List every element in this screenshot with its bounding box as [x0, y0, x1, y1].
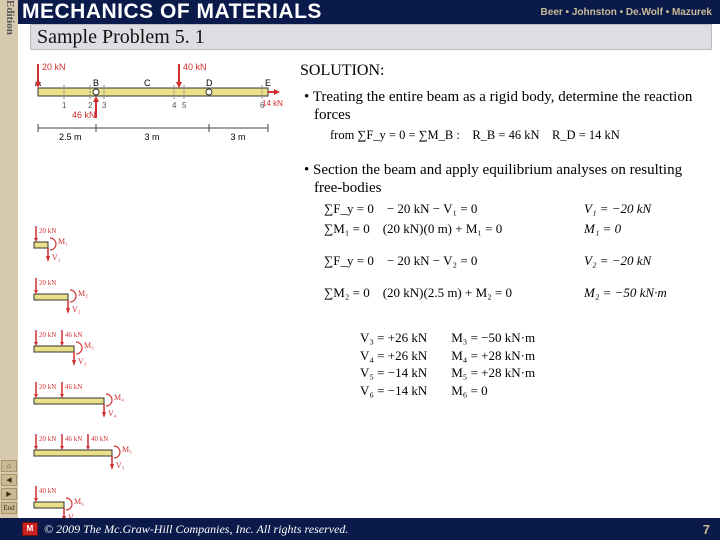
beam-diagram: ABCDE20 kN40 kN14 kN46 kN1234562.5 m3 m3… [24, 58, 284, 151]
result-moment: M₆ = 0 [451, 382, 535, 400]
fbd-1: 20 kN V₁ M₁ [28, 224, 158, 264]
svg-text:M₅: M₅ [122, 445, 132, 454]
svg-text:M₃: M₃ [84, 341, 94, 350]
svg-text:B: B [93, 78, 99, 88]
svg-text:V₁: V₁ [52, 253, 61, 262]
result-shear: V₆ = −14 kN [360, 382, 427, 400]
svg-text:40 kN: 40 kN [183, 62, 207, 72]
svg-text:M₆: M₆ [74, 497, 84, 506]
nav-home-button[interactable]: ⌂ [1, 460, 17, 472]
svg-text:20 kN: 20 kN [39, 383, 56, 391]
svg-text:20 kN: 20 kN [39, 227, 56, 235]
edition-label: Edition [2, 0, 16, 35]
result-shear: V₃ = +26 kN [360, 329, 427, 347]
svg-text:46 kN: 46 kN [65, 331, 82, 339]
equation-row: ∑M₁ = 0 (20 kN)(0 m) + M₁ = 0M₁ = 0 [324, 221, 714, 237]
fbd-2: 20 kN V₂ M₂ [28, 276, 158, 316]
result-shear: V₅ = −14 kN [360, 364, 427, 382]
nav-end-button[interactable]: End [1, 502, 17, 514]
svg-text:6: 6 [260, 101, 265, 110]
svg-text:D: D [206, 78, 213, 88]
svg-text:C: C [144, 78, 151, 88]
nav-fwd-button[interactable]: ▶ [1, 488, 17, 500]
solution-text: SOLUTION: • Treating the entire beam as … [300, 62, 714, 399]
svg-text:1: 1 [62, 101, 67, 110]
svg-text:20 kN: 20 kN [39, 331, 56, 339]
bullet-2: • Section the beam and apply equilibrium… [300, 161, 714, 197]
nav-back-button[interactable]: ◀ [1, 474, 17, 486]
content-area: ABCDE20 kN40 kN14 kN46 kN1234562.5 m3 m3… [18, 54, 720, 516]
equation-row: ∑F_y = 0 − 20 kN − V₂ = 0V₂ = −20 kN [324, 253, 714, 269]
solution-heading: SOLUTION: [300, 62, 714, 80]
svg-text:2: 2 [88, 101, 93, 110]
svg-text:20 kN: 20 kN [39, 279, 56, 287]
equilibrium-equations: ∑F_y = 0 − 20 kN − V₁ = 0V₁ = −20 kN ∑M₁ … [300, 201, 714, 313]
svg-text:V₃: V₃ [78, 357, 87, 366]
book-title: MECHANICS OF MATERIALS [18, 0, 322, 24]
slide-nav: ⌂ ◀ ▶ End [1, 458, 17, 514]
svg-text:3: 3 [102, 101, 107, 110]
left-rail: Edition ⌂ ◀ ▶ End [0, 0, 18, 540]
svg-text:M₂: M₂ [78, 289, 88, 298]
svg-text:5: 5 [182, 101, 187, 110]
svg-text:V₂: V₂ [72, 305, 81, 314]
shear-results: V₃ = +26 kNV₄ = +26 kNV₅ = −14 kNV₆ = −1… [360, 329, 427, 399]
authors: Beer • Johnston • De.Wolf • Mazurek [541, 7, 712, 18]
result-shear: V₄ = +26 kN [360, 347, 427, 365]
header-bar: MECHANICS OF MATERIALS Beer • Johnston •… [18, 0, 720, 24]
svg-text:14 kN: 14 kN [262, 99, 283, 108]
svg-text:40 kN: 40 kN [91, 435, 108, 443]
moment-results: M₃ = −50 kN·mM₄ = +28 kN·mM₅ = +28 kN·mM… [451, 329, 535, 399]
result-moment: M₅ = +28 kN·m [451, 364, 535, 382]
result-moment: M₄ = +28 kN·m [451, 347, 535, 365]
svg-text:M₄: M₄ [114, 393, 124, 402]
results-block: V₃ = +26 kNV₄ = +26 kNV₅ = −14 kNV₆ = −1… [360, 329, 714, 399]
svg-text:46 kN: 46 kN [72, 110, 96, 120]
svg-text:V₄: V₄ [108, 409, 117, 418]
svg-text:46 kN: 46 kN [65, 435, 82, 443]
svg-text:40 kN: 40 kN [39, 487, 56, 495]
publisher-logo: M [22, 522, 38, 536]
fbd-4: 20 kN 46 kN V₄ M₄ [28, 380, 158, 420]
svg-text:20 kN: 20 kN [42, 62, 66, 72]
svg-text:3 m: 3 m [231, 132, 246, 142]
page-number: 7 [703, 522, 710, 537]
fbd-5: 20 kN 46 kN 40 kN V₅ M₅ [28, 432, 158, 472]
svg-text:46 kN: 46 kN [65, 383, 82, 391]
svg-text:V₅: V₅ [116, 461, 125, 470]
reaction-equation: from ∑F_y = 0 = ∑M_B : R_B = 46 kN R_D =… [330, 128, 714, 143]
result-moment: M₃ = −50 kN·m [451, 329, 535, 347]
free-body-diagrams: 20 kNV₁M₁20 kNV₂M₂20 kN46 kNV₃M₃20 kN46 … [28, 224, 158, 536]
equation-row: ∑F_y = 0 − 20 kN − V₁ = 0V₁ = −20 kN [324, 201, 714, 217]
footer-bar: M © 2009 The Mc.Graw-Hill Companies, Inc… [0, 518, 720, 540]
svg-text:4: 4 [172, 101, 177, 110]
copyright: © 2009 The Mc.Graw-Hill Companies, Inc. … [44, 522, 348, 537]
slide-title: Sample Problem 5. 1 [30, 24, 712, 50]
svg-text:3 m: 3 m [145, 132, 160, 142]
svg-text:E: E [265, 78, 271, 88]
equation-row: ∑M₂ = 0 (20 kN)(2.5 m) + M₂ = 0M₂ = −50 … [324, 285, 714, 301]
svg-text:2.5 m: 2.5 m [59, 132, 82, 142]
svg-text:M₁: M₁ [58, 237, 68, 246]
bullet-1: • Treating the entire beam as a rigid bo… [300, 88, 714, 124]
fbd-3: 20 kN 46 kN V₃ M₃ [28, 328, 158, 368]
svg-text:20 kN: 20 kN [39, 435, 56, 443]
